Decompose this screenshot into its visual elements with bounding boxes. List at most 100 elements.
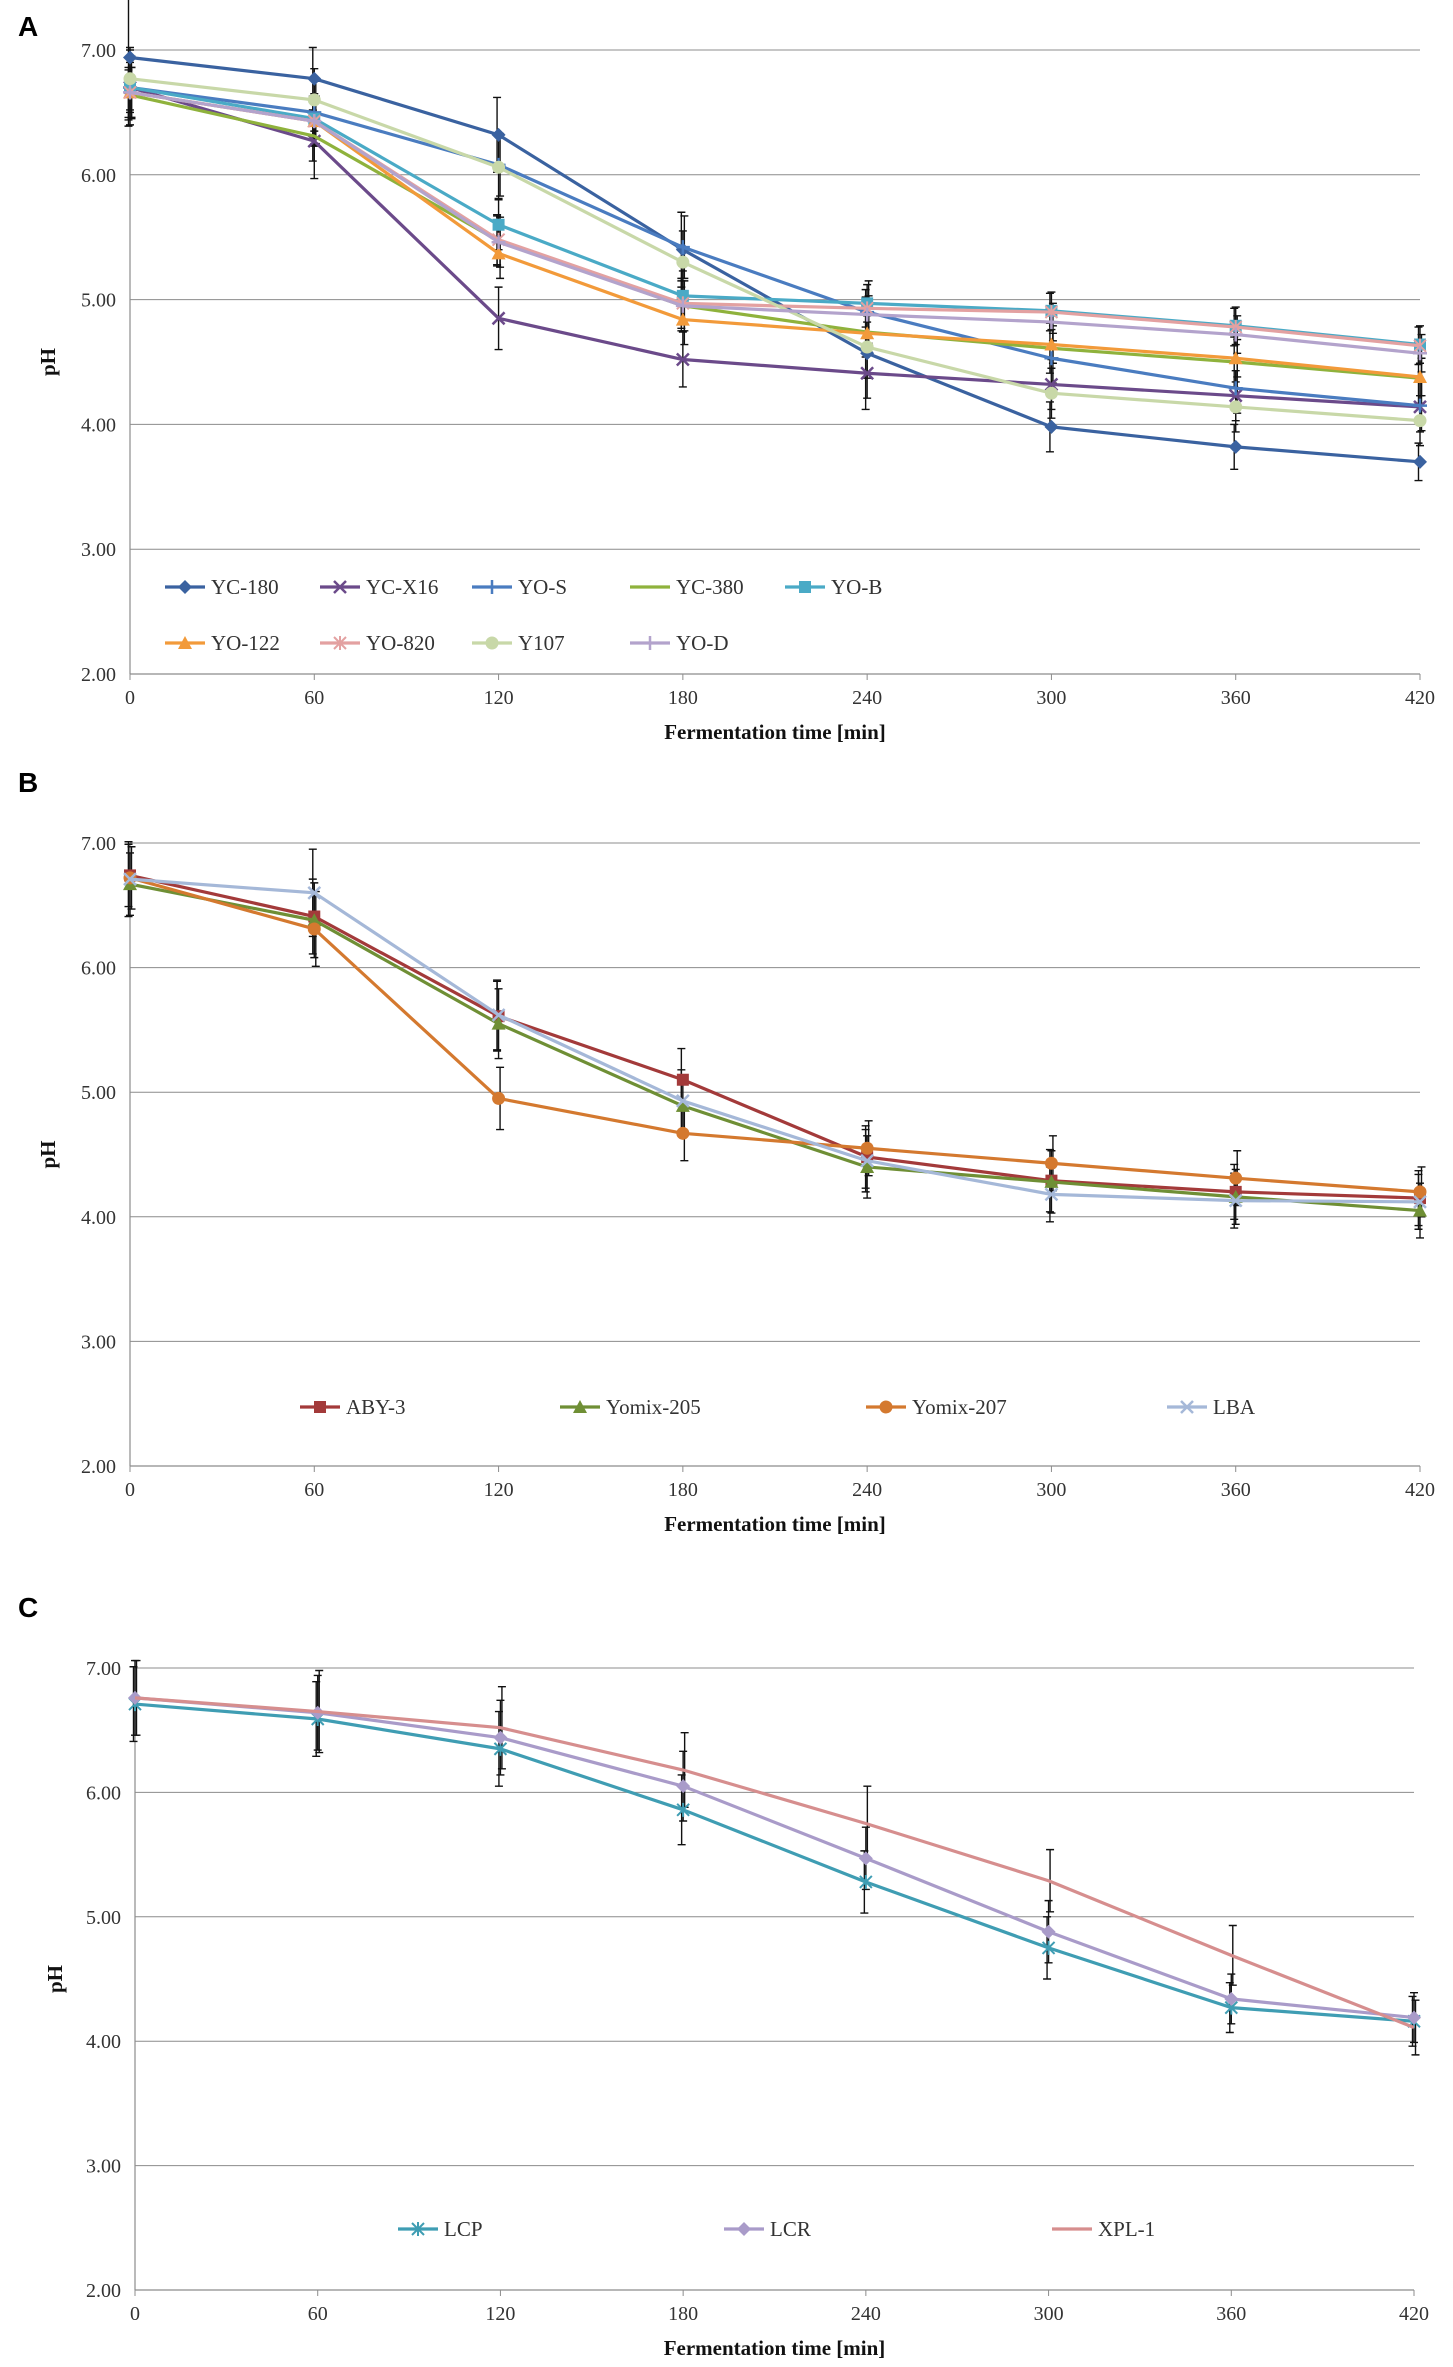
panel-letter: B (18, 767, 38, 798)
data-point (675, 1094, 690, 1108)
data-point (123, 50, 137, 65)
x-tick-label: 420 (1405, 687, 1435, 709)
data-point (1228, 327, 1243, 342)
x-axis-title: Fermentation time [min] (664, 1512, 886, 1536)
y-tick-label: 3.00 (81, 1331, 116, 1353)
series-line (129, 85, 1421, 409)
x-tick-label: 300 (1034, 2303, 1064, 2325)
data-point (860, 366, 875, 381)
data-point (1228, 1193, 1243, 1208)
x-tick-label: 360 (1221, 687, 1251, 709)
x-tick-label: 240 (852, 1479, 882, 1501)
data-point (123, 85, 137, 100)
panel-letter: C (18, 1592, 38, 1623)
data-point (1413, 369, 1427, 383)
series-line (129, 873, 1421, 1200)
gridlines: 7.00 6.00 5.00 4.00 3.00 2.00 (81, 833, 1420, 1478)
error-bars-aby-3 (124, 843, 1423, 1227)
x-axis-title: Fermentation time [min] (664, 720, 886, 744)
x-tick-label: 300 (1036, 1479, 1066, 1501)
data-point (1229, 400, 1243, 414)
y-tick-label: 2.00 (81, 664, 116, 686)
chart-panel-a: A 7.00 6.00 5.00 4.00 3.00 2.00 0 60 120 180 240 300… (18, 0, 1435, 744)
series-yo-122 (123, 85, 1427, 383)
data-point (492, 160, 506, 174)
data-point (1229, 1171, 1243, 1185)
legend-swatch-marker (178, 636, 192, 649)
data-point (1044, 1174, 1059, 1188)
x-tick-label: 420 (1405, 1479, 1435, 1501)
legend-label: Yomix-207 (912, 1395, 1007, 1419)
legend-item-lcp: LCP (398, 2217, 483, 2241)
y-tick-label: 6.00 (86, 1782, 121, 1804)
x-tick-label: 180 (668, 1479, 698, 1501)
y-axis-title: pH (43, 1965, 67, 1993)
data-point (1044, 337, 1059, 351)
x-tick-label: 120 (484, 1479, 514, 1501)
legend-label: YO-B (831, 575, 882, 599)
legend-swatch-marker (485, 580, 499, 594)
data-point (675, 352, 690, 367)
data-point (307, 71, 322, 86)
series-lcp (128, 1697, 1421, 2029)
data-point (860, 1141, 874, 1155)
data-point (491, 311, 506, 326)
data-point (492, 1091, 506, 1105)
legend-label: Yomix-205 (606, 1395, 701, 1419)
data-point (858, 1851, 873, 1866)
x-tick-label: 120 (484, 687, 514, 709)
data-point (123, 72, 137, 86)
data-point (1228, 439, 1243, 454)
data-point (676, 1802, 690, 1817)
series-line (129, 85, 1421, 408)
x-tick-label: 240 (851, 2303, 881, 2325)
y-tick-label: 7.00 (81, 833, 116, 855)
data-point (676, 289, 689, 302)
data-point (1228, 388, 1243, 403)
series-line (129, 93, 1421, 380)
data-point (493, 1730, 508, 1745)
data-point (1413, 1203, 1427, 1217)
legend-item-yc-x16: YC-X16 (320, 575, 438, 599)
legend-item-yomix-205: Yomix-205 (560, 1395, 701, 1419)
series-yomix-205 (123, 877, 1427, 1217)
data-point (676, 1126, 690, 1140)
legend-swatch-marker (178, 580, 192, 594)
legend-item-yo-b: YO-B (785, 575, 882, 599)
y-tick-label: 3.00 (81, 539, 116, 561)
legend-item-yo-820: YO-820 (320, 631, 435, 655)
series-line (129, 876, 1421, 1194)
legend-swatch-marker (1180, 1400, 1194, 1414)
data-point (675, 1098, 690, 1112)
panel-letter: A (18, 11, 38, 42)
legend-label: YC-X16 (366, 575, 438, 599)
data-point (1413, 346, 1427, 361)
y-tick-label: 4.00 (81, 414, 116, 436)
error-bars-yc-180 (124, 0, 1423, 482)
y-tick-label: 5.00 (86, 1907, 121, 1929)
legend-label: ABY-3 (346, 1395, 406, 1419)
data-point (491, 235, 506, 250)
x-tick-label: 60 (304, 1479, 324, 1501)
y-tick-label: 4.00 (86, 2031, 121, 2053)
data-point (307, 93, 321, 107)
y-tick-label: 2.00 (86, 2280, 121, 2302)
error-bars-lba (124, 841, 1423, 1230)
legend: LCP LCR XPL-1 (398, 2217, 1155, 2241)
data-point (675, 298, 690, 313)
data-point (860, 1153, 875, 1168)
chart-panel-c: C 7.00 6.00 5.00 4.00 3.00 2.00 0 60 120 180 240 300… (18, 1592, 1429, 2360)
data-point (1413, 1185, 1427, 1199)
error-bars-lcr (131, 1659, 1418, 2044)
legend-label: YO-122 (211, 631, 280, 655)
legend-swatch-marker (333, 580, 347, 594)
error-bars-yo-s (127, 55, 1426, 432)
legend-label: XPL-1 (1098, 2217, 1155, 2241)
data-point (860, 340, 874, 354)
legend-label: YC-380 (676, 575, 744, 599)
legend-swatch-marker (314, 1401, 326, 1413)
data-point (860, 1159, 875, 1173)
legend-label: Y107 (518, 631, 565, 655)
data-point (307, 885, 322, 900)
